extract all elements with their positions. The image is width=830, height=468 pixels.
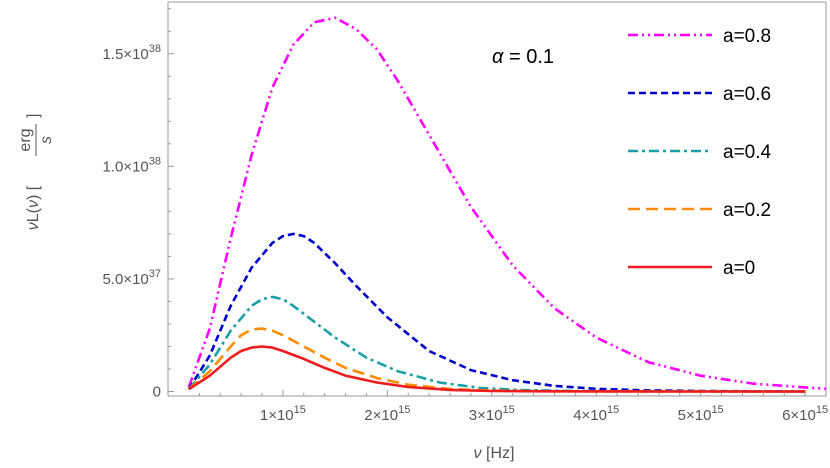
y-axis-title: νL(ν) [ erg s ] [17, 114, 55, 231]
series-line-a=0 [188, 345, 806, 393]
legend-label: a=0.6 [723, 84, 771, 105]
legend-label: a=0.8 [723, 26, 771, 47]
x-axis-title-unit: [Hz] [482, 445, 515, 462]
y-axis-title-mid: L( [25, 207, 42, 222]
x-axis-title: ν [Hz] [474, 445, 515, 462]
y-axis-title-var: ν [25, 222, 42, 230]
series-line-a=0.6 [187, 232, 806, 393]
x-tick-label: 3×1015 [469, 404, 515, 424]
y-tick-label: 1.5×1038 [102, 43, 161, 63]
y-axis: 0 5.0×1037 1.0×1038 1.5×1038 [102, 8, 174, 400]
x-tick-label: 2×1015 [364, 404, 410, 424]
x-tick-label: 5×1015 [678, 404, 724, 424]
x-tick-label: 6×1015 [782, 404, 828, 424]
legend: a=0.8 a=0.6 a=0.4 a=0.2 a=0 [628, 26, 772, 279]
legend-label: a=0.2 [723, 200, 771, 221]
x-axis: 1×1015 2×1015 3×1015 4×1015 5×1015 6×1015 [198, 390, 828, 424]
y-axis-title-numerator: erg [17, 128, 34, 151]
annotation: α = 0.1 [492, 46, 554, 68]
y-tick-label: 1.0×1038 [102, 155, 161, 175]
series-line-a=0.4 [187, 295, 806, 393]
annotation-symbol: α [492, 46, 504, 68]
series-line-a=0.8 [187, 16, 827, 391]
annotation-value: = 0.1 [503, 46, 554, 68]
plot-frame [167, 1, 827, 397]
legend-label: a=0 [723, 258, 755, 279]
y-axis-title-denominator: s [38, 136, 55, 144]
x-tick-label: 1×1015 [260, 404, 306, 424]
y-tick-label: 5.0×1037 [102, 268, 161, 288]
y-axis-title-tail: ) [ [25, 185, 42, 200]
y-tick-label: 0 [153, 383, 161, 400]
series-group [187, 16, 827, 393]
series-line-a=0.2 [188, 327, 806, 393]
legend-label: a=0.4 [723, 142, 772, 163]
x-tick-label: 4×1015 [573, 404, 619, 424]
y-axis-title-var2: ν [25, 200, 42, 208]
y-axis-title-close: ] [25, 114, 42, 118]
x-axis-title-var: ν [474, 445, 482, 462]
y-axis-title-main: νL(ν) [ [25, 185, 42, 230]
